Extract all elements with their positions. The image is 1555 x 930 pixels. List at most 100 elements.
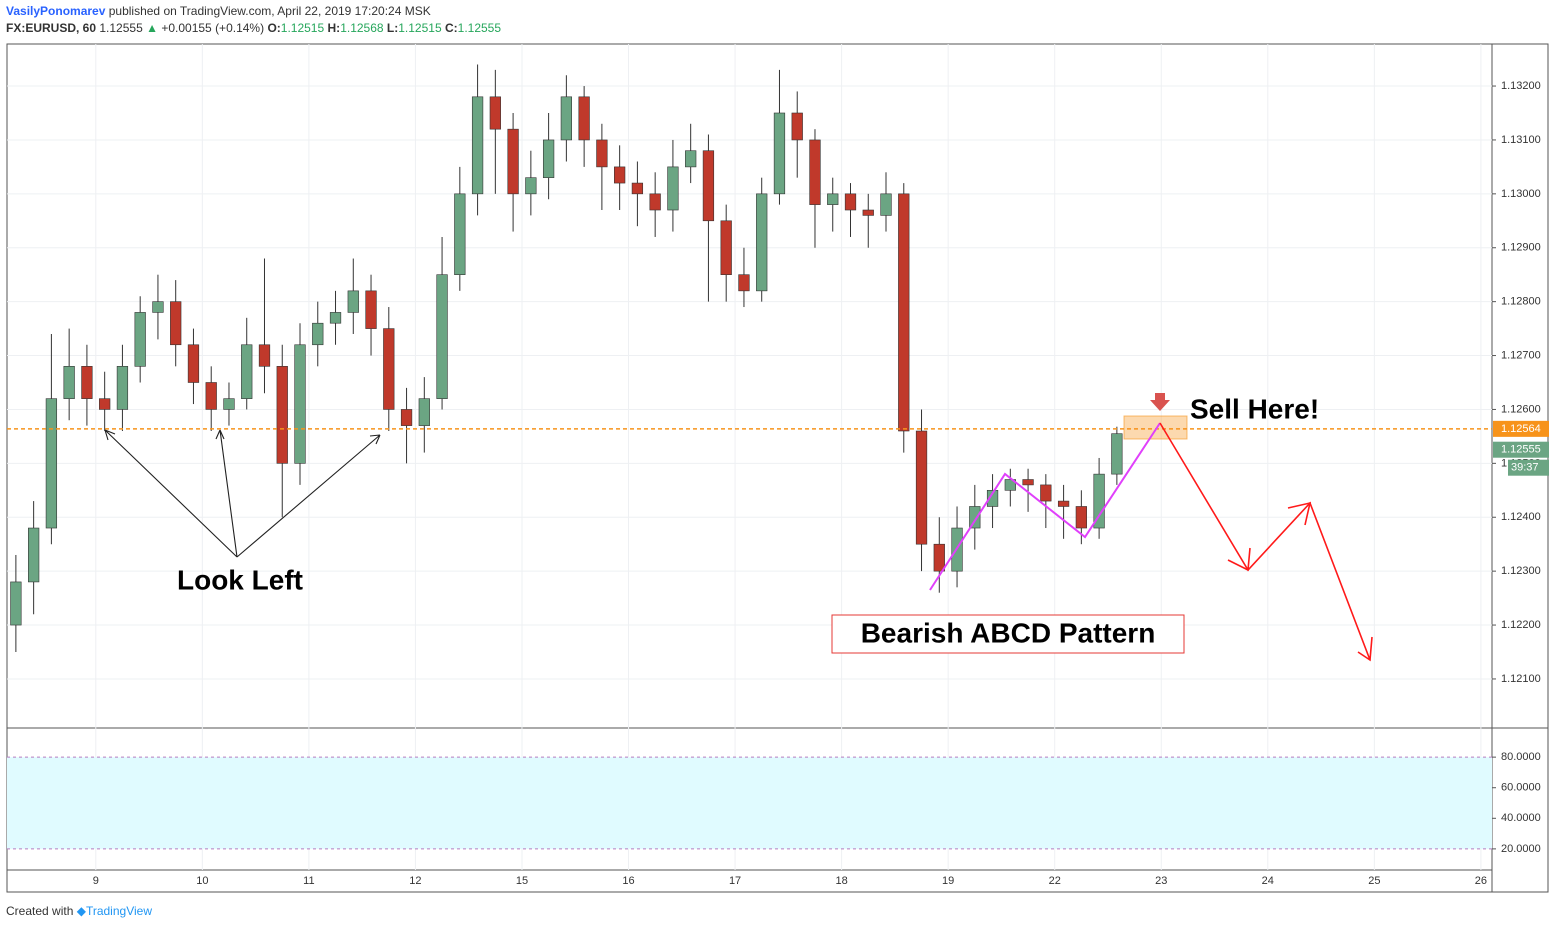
y-tick-label: 1.12100 [1501, 673, 1541, 685]
candle-body [170, 301, 182, 346]
grid: 9 10 11 12 15 16 17 18 19 22 23 24 25 26 1.12100 1.1220… [7, 44, 1541, 887]
l-label: L: [387, 21, 398, 35]
x-tick-label: 12 [409, 875, 421, 887]
footer: Created with ◆TradingView [6, 904, 152, 918]
candle-body [1040, 484, 1052, 502]
x-tick-label: 22 [1049, 875, 1061, 887]
symbol: FX:EURUSD, 60 [6, 21, 96, 35]
c-value: 1.12555 [458, 21, 502, 35]
candle-body [685, 150, 697, 168]
candle-body [454, 193, 466, 275]
change: +0.00155 (+0.14%) [161, 21, 264, 35]
sell-zone [1123, 415, 1188, 440]
candle-body [880, 193, 892, 216]
candle-body [1111, 433, 1123, 475]
y-tick-label: 1.12700 [1501, 349, 1541, 361]
x-tick-label: 26 [1475, 875, 1487, 887]
candle-body [898, 193, 910, 432]
candle-body [844, 193, 857, 211]
x-tick-label: 23 [1155, 875, 1167, 887]
candle-body [400, 409, 413, 426]
y-tick-label: 40.0000 [1501, 812, 1541, 824]
x-tick-label: 15 [516, 875, 528, 887]
countdown-bg [1508, 459, 1549, 476]
candle-body [258, 344, 271, 367]
candle-body [507, 128, 519, 195]
author[interactable]: VasilyPonomarev [6, 4, 106, 18]
published: published on TradingView.com, April 22, … [109, 4, 431, 18]
candle-body [560, 96, 572, 141]
sell-arrow [1150, 393, 1170, 411]
sell-here-text: Sell Here! [1190, 393, 1319, 424]
candle-body [791, 112, 803, 141]
marks: 1.12564 1.12555 39:37 [7, 64, 1549, 652]
candle-body [347, 290, 359, 313]
x-tick-label: 25 [1368, 875, 1380, 887]
candle-body [63, 366, 75, 399]
h-label: H: [328, 21, 341, 35]
candle-body [1093, 473, 1105, 529]
projection [1159, 422, 1371, 661]
abcd-lines [929, 422, 1161, 591]
created: Created with [6, 904, 73, 918]
candle-body [205, 382, 217, 410]
candle-body [116, 366, 129, 410]
y-tick-label: 80.0000 [1501, 751, 1541, 763]
candle-body [152, 301, 164, 313]
candle-body [45, 398, 58, 529]
alert-label: 1.12564 [1501, 423, 1541, 435]
candle-body [667, 166, 679, 211]
y-tick-label: 1.12200 [1501, 619, 1541, 631]
rsi-band [7, 757, 1492, 849]
candle-body [969, 506, 981, 529]
c-label: C: [445, 21, 458, 35]
candle-body [915, 430, 928, 545]
candle-body [862, 209, 874, 216]
candle-body [294, 344, 306, 464]
candle-body [223, 398, 235, 410]
candle-body [329, 312, 342, 324]
alert-label-bg [1493, 420, 1549, 437]
y-tick-label: 1.12800 [1501, 296, 1541, 308]
countdown: 39:37 [1511, 462, 1539, 474]
brand-name[interactable]: TradingView [86, 904, 152, 918]
candle-body [773, 112, 786, 195]
look-left-arrows [104, 429, 381, 558]
candle-body [525, 177, 537, 195]
x-tick-label: 18 [835, 875, 847, 887]
candle-body [1057, 500, 1070, 507]
candle-body [596, 139, 608, 168]
candle-body [809, 139, 821, 205]
candle-body [649, 193, 661, 211]
h-value: 1.12568 [340, 21, 384, 35]
annotations: Look Left Sell Here! Bearish ABCD Patter… [104, 393, 1373, 662]
y-tick-label: 1.12300 [1501, 565, 1541, 577]
candle-body [383, 328, 395, 410]
candle-body [489, 96, 501, 130]
candle-body [631, 182, 644, 195]
candle-body [578, 96, 590, 141]
projection-heads [1227, 501, 1373, 662]
candle-body [241, 344, 253, 399]
look-left-text: Look Left [177, 564, 303, 595]
last-price-label: 1.12555 [1501, 444, 1541, 456]
y-tick-label: 1.13000 [1501, 188, 1541, 200]
price: 1.12555 [99, 21, 143, 35]
candle-body [720, 220, 732, 275]
o-value: 1.12515 [281, 21, 325, 35]
candle-body [28, 527, 40, 583]
candle-body [827, 193, 839, 205]
last-price-bg [1493, 441, 1549, 458]
o-label: O: [267, 21, 280, 35]
x-tick-label: 17 [729, 875, 741, 887]
candle-body [542, 139, 555, 178]
brand[interactable]: ◆TradingView [77, 904, 153, 918]
y-tick-label: 1.13200 [1501, 80, 1541, 92]
candle-body [312, 322, 324, 346]
candle-body [187, 344, 200, 383]
y-tick-label: 1.12600 [1501, 403, 1541, 415]
candle-body [418, 398, 430, 426]
candle-body [436, 274, 448, 399]
candle-body [756, 193, 768, 292]
